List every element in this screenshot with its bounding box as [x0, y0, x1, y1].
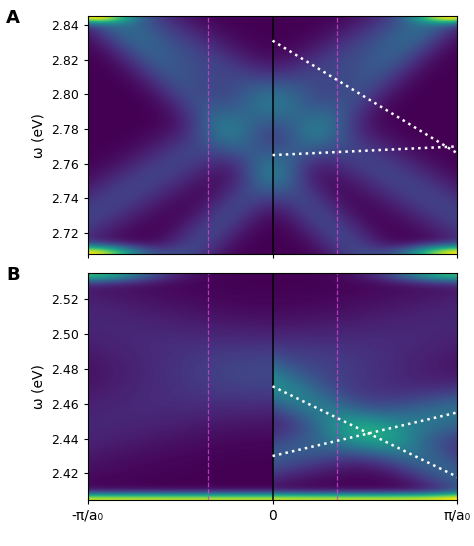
Y-axis label: ω (eV): ω (eV): [31, 112, 45, 158]
Y-axis label: ω (eV): ω (eV): [31, 364, 45, 409]
Text: B: B: [6, 266, 20, 284]
Text: A: A: [6, 9, 20, 27]
